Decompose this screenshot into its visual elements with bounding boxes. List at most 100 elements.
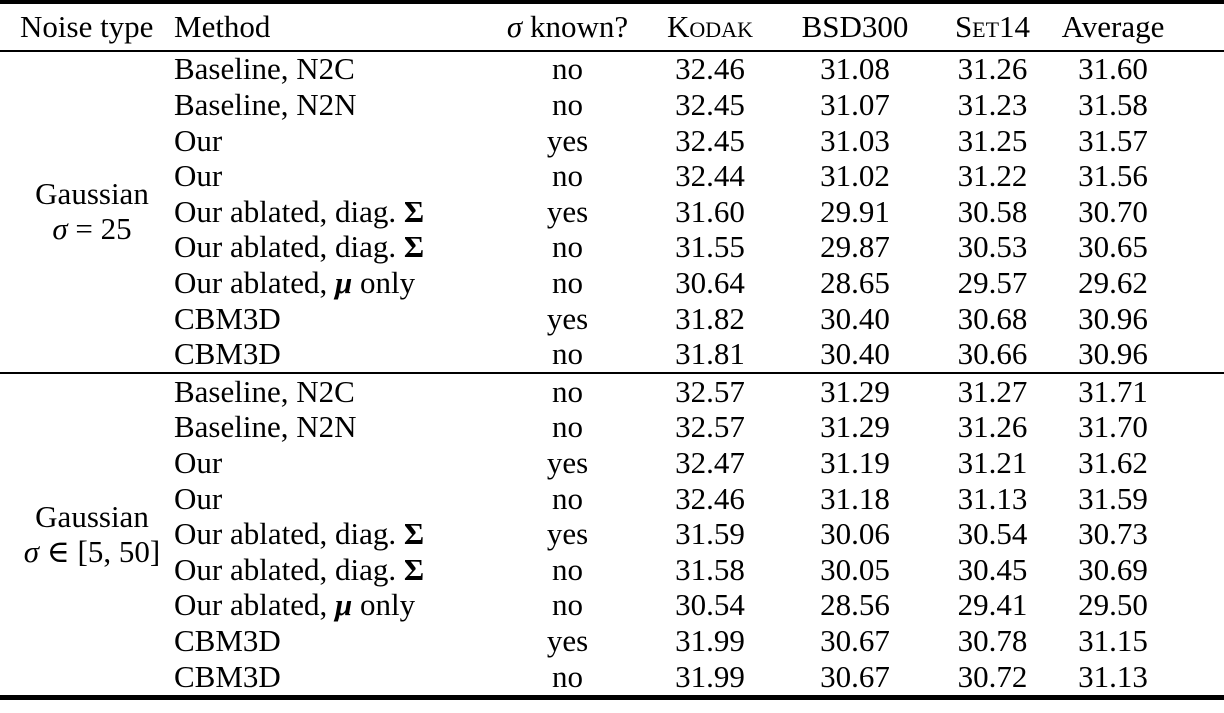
kodak-value-cell: 32.57 (675, 409, 745, 445)
set14-value-cell: 30.66 (957, 336, 1028, 372)
set14-value-cell: 30.58 (957, 193, 1028, 229)
table-row: Gaussian σ ∈ [5, 50] Baseline, N2C no 32.… (0, 373, 1224, 568)
sigma-known-cell: yes (546, 622, 589, 658)
average-value-cell: 31.60 (1078, 51, 1148, 87)
noise-type-label: Gaussian σ = 25 (0, 51, 170, 373)
set14-value-cell: 31.26 (957, 409, 1028, 445)
bsd300-value-cell: 31.29 (820, 409, 890, 445)
table-row: CBM3D yes 31.99 30.67 30.78 31.15 (0, 622, 1224, 660)
method-cell: Baseline, N2N (174, 409, 357, 445)
kodak-value-cell: 31.60 (675, 193, 745, 229)
column-header-method: Method (170, 2, 500, 52)
bsd300-value-cell: 31.03 (820, 122, 890, 158)
average-value-cell: 31.71 (1078, 373, 1148, 409)
average-value-cell: 29.50 (1078, 587, 1148, 623)
noise-type-line2: σ = 25 (52, 211, 132, 247)
bsd300-value-cell: 31.07 (820, 87, 890, 123)
bsd300-value-cell: 30.40 (820, 336, 890, 372)
method-cell: CBM3D (174, 658, 281, 694)
sigma-known-cell: no (552, 158, 583, 194)
bsd300-value-cell: 30.40 (820, 300, 890, 336)
method-cell: Our (174, 158, 223, 194)
average-value-cell: 31.13 (1078, 658, 1148, 694)
kodak-value-cell: 31.99 (675, 622, 745, 658)
method-cell: CBM3D (174, 622, 281, 658)
table-row: Our yes 32.45 31.03 31.25 31.57 (0, 123, 1224, 159)
set14-value-cell: 31.21 (957, 444, 1028, 480)
method-cell: Our ablated, μ only (174, 587, 416, 623)
noise-type-line1: Gaussian (35, 498, 149, 534)
set14-value-cell: 30.68 (957, 300, 1028, 336)
bsd300-value-cell: 31.18 (820, 480, 890, 516)
average-value-cell: 31.70 (1078, 409, 1148, 445)
sigma-known-cell: no (552, 658, 583, 694)
table-row: Our ablated, μ only no 30.54 28.56 29.41… (0, 587, 1224, 624)
bsd300-value-cell: 31.29 (820, 373, 890, 409)
average-value-cell: 31.15 (1078, 622, 1148, 658)
bsd300-value-cell: 29.91 (820, 193, 890, 229)
bsd300-value-cell: 30.67 (820, 658, 890, 694)
sigma-known-cell: yes (546, 444, 589, 480)
bsd300-value-cell: 29.87 (820, 229, 890, 265)
method-cell: Baseline, N2C (174, 373, 355, 409)
bsd300-value-cell: 28.56 (820, 587, 890, 623)
table-row: Our ablated, diag. Σ no 31.58 30.05 30.4… (0, 552, 1224, 588)
column-header-sigma-known: σ known? (500, 2, 635, 52)
table-row: Our yes 32.47 31.19 31.21 31.62 (0, 444, 1224, 482)
average-value-cell: 30.69 (1078, 551, 1148, 587)
method-cell: Our ablated, diag. Σ (174, 193, 425, 229)
average-value-cell: 30.73 (1078, 516, 1148, 552)
kodak-value-cell: 31.82 (675, 300, 745, 336)
sigma-known-cell: no (552, 87, 583, 123)
set14-value-cell: 30.72 (957, 658, 1028, 694)
kodak-value-cell: 32.45 (675, 87, 745, 123)
kodak-value-cell: 31.81 (675, 336, 745, 372)
set14-value-cell: 31.27 (957, 373, 1028, 409)
method-cell: Our ablated, μ only (174, 265, 416, 300)
table-row: Our ablated, diag. Σ no 31.55 29.87 30.5… (0, 230, 1224, 266)
table-row: Baseline, N2N no 32.45 31.07 31.23 31.58 (0, 87, 1224, 124)
sigma-known-cell: yes (546, 516, 589, 552)
average-value-cell: 31.59 (1078, 480, 1148, 516)
table-row: CBM3D yes 31.82 30.40 30.68 30.96 (0, 301, 1224, 337)
kodak-value-cell: 32.47 (675, 444, 745, 480)
kodak-value-cell: 30.64 (675, 265, 745, 300)
column-header-set14: Set14 (925, 2, 1060, 52)
set14-value-cell: 29.41 (957, 587, 1028, 623)
method-cell: Baseline, N2N (174, 87, 357, 123)
kodak-value-cell: 31.58 (675, 551, 745, 587)
table-row: Our no 32.46 31.18 31.13 31.59 (0, 481, 1224, 517)
bsd300-value-cell: 31.19 (820, 444, 890, 480)
sigma-known-cell: no (552, 587, 583, 623)
set14-value-cell: 31.23 (957, 87, 1028, 123)
kodak-value-cell: 32.46 (675, 51, 745, 87)
noise-type-label: Gaussian σ ∈ [5, 50] (0, 373, 170, 697)
column-header-noise-type: Noise type (0, 2, 170, 52)
set14-value-cell: 31.25 (957, 122, 1028, 158)
sigma-known-cell: yes (546, 122, 589, 158)
bsd300-value-cell: 30.67 (820, 622, 890, 658)
bsd300-value-cell: 30.06 (820, 516, 890, 552)
kodak-value-cell: 32.44 (675, 158, 745, 194)
average-value-cell: 31.58 (1078, 87, 1148, 123)
kodak-value-cell: 31.59 (675, 516, 745, 552)
set14-value-cell: 31.13 (957, 480, 1028, 516)
average-value-cell: 31.62 (1078, 444, 1148, 480)
table-header: Noise type Method σ known? Kodak BSD300 … (0, 2, 1224, 52)
sigma-known-cell: no (552, 265, 583, 300)
sigma-known-cell: yes (546, 300, 589, 336)
header-row: Noise type Method σ known? Kodak BSD300 … (0, 2, 1224, 52)
average-value-cell: 31.56 (1078, 158, 1148, 194)
sigma-known-cell: no (552, 480, 583, 516)
method-cell: Our ablated, diag. Σ (174, 229, 425, 265)
sigma-known-cell: no (552, 373, 583, 409)
average-value-cell: 29.62 (1078, 265, 1148, 300)
sigma-known-cell: no (552, 51, 583, 87)
method-cell: Baseline, N2C (174, 51, 355, 87)
set14-value-cell: 29.57 (957, 265, 1028, 300)
bsd300-value-cell: 28.65 (820, 265, 890, 300)
sigma-known-cell: yes (546, 193, 589, 229)
average-value-cell: 30.65 (1078, 229, 1148, 265)
kodak-value-cell: 30.54 (675, 587, 745, 623)
